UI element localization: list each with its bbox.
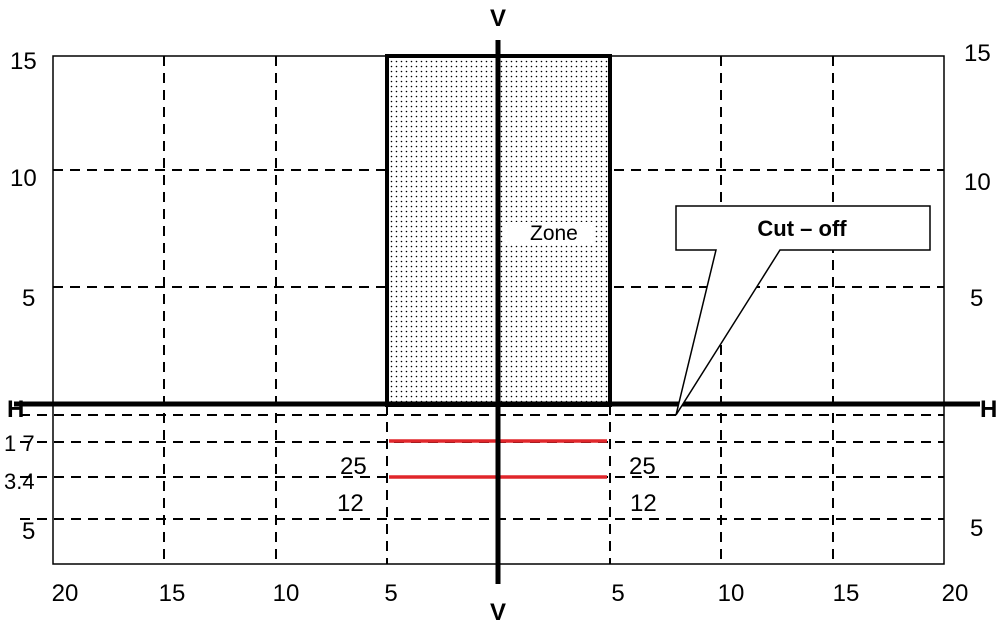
left-measure-bg-lower: [330, 478, 380, 502]
left-tick-15: 15: [10, 48, 37, 75]
vertical-grid-lines: [163, 56, 834, 564]
zone-label: Zone: [530, 222, 578, 245]
bottom-tick-5-right: 5: [611, 580, 624, 607]
left-tick-neg1: 1 7: [4, 431, 35, 456]
bottom-tick-20-right: 20: [942, 580, 969, 607]
bottom-tick-15-right: 15: [833, 580, 860, 607]
measure-left-upper: 25: [340, 453, 367, 480]
axis-label-v-bottom: V: [490, 599, 506, 626]
right-measure-bg-lower: [620, 478, 680, 502]
right-tick-5: 5: [970, 285, 983, 312]
bottom-tick-15-left: 15: [159, 580, 186, 607]
measure-left-lower: 12: [337, 490, 364, 517]
left-measure-bg-upper: [330, 448, 380, 466]
bottom-tick-5-left: 5: [384, 580, 397, 607]
axis-label-h-right: H: [980, 396, 997, 423]
right-tick-neg3: 5: [970, 515, 983, 542]
bottom-tick-10-right: 10: [718, 580, 745, 607]
left-tick-neg2: 3.4: [4, 469, 35, 494]
cutoff-callout: [675, 205, 931, 416]
left-tick-10: 10: [10, 165, 37, 192]
measure-right-upper: 25: [629, 453, 656, 480]
left-tick-5: 5: [22, 285, 35, 312]
axis-label-v-top: V: [490, 5, 506, 32]
axis-label-h-left: H: [7, 396, 24, 423]
cutoff-label: Cut – off: [757, 216, 847, 241]
right-measure-bg-upper: [620, 448, 680, 466]
bottom-tick-20-left: 20: [52, 580, 79, 607]
measure-right-lower: 12: [630, 490, 657, 517]
zone-label-background: [503, 222, 595, 244]
left-tick-neg3: 5: [22, 518, 35, 545]
right-tick-10: 10: [964, 169, 991, 196]
bottom-tick-10-left: 10: [273, 580, 300, 607]
right-tick-15: 15: [964, 40, 991, 67]
